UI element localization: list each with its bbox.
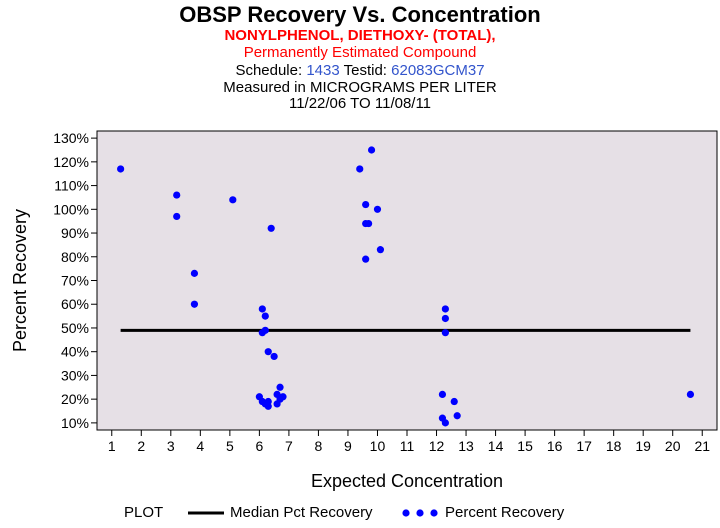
date-range: 11/22/06 TO 11/08/11	[288, 95, 432, 112]
x-tick-label: 21	[694, 438, 710, 454]
y-tick-label: 80%	[61, 249, 89, 265]
data-point	[264, 348, 272, 356]
data-point	[376, 246, 385, 254]
x-tick-label: 6	[255, 438, 263, 454]
x-tick-label: 9	[344, 438, 352, 454]
y-tick-label: 50%	[61, 320, 89, 336]
x-tick-label: 20	[665, 438, 681, 454]
data-point	[441, 314, 449, 323]
legend-median-label: Median Pct Recovery	[230, 504, 373, 521]
x-tick-label: 8	[315, 438, 323, 454]
x-tick-label: 17	[576, 438, 592, 454]
y-tick-label: 60%	[61, 296, 89, 312]
data-point	[258, 305, 266, 313]
y-tick-label: 20%	[61, 391, 89, 407]
data-point	[362, 255, 370, 263]
measured-units: Measured in MICROGRAMS PER LITER	[223, 79, 497, 96]
data-point	[276, 383, 284, 391]
legend-median-swatch	[188, 511, 224, 515]
y-tick-label: 90%	[61, 225, 89, 241]
data-point	[229, 196, 237, 204]
x-tick-label: 14	[488, 438, 504, 454]
legend-points-label: Percent Recovery	[445, 504, 565, 521]
x-tick-label: 12	[429, 438, 445, 454]
schedule-value: 1433	[306, 62, 340, 79]
data-point	[441, 419, 449, 427]
x-tick-label: 11	[400, 438, 415, 454]
data-point	[365, 219, 373, 228]
y-tick-label: 40%	[61, 344, 89, 360]
x-tick-label: 16	[547, 438, 563, 454]
schedule-line: Schedule: 1433 Testid: 62083GCM37	[0, 62, 720, 79]
legend-points-swatch	[402, 509, 438, 517]
analyte-name: NONYLPHENOL, DIETHOXY- (TOTAL),	[224, 27, 496, 44]
data-point	[173, 191, 181, 199]
data-point	[362, 200, 370, 209]
data-point	[261, 326, 269, 334]
x-tick-label: 5	[226, 438, 234, 454]
testid-label: Testid:	[343, 62, 387, 79]
chart-title: OBSP Recovery Vs. Concentration	[179, 2, 541, 27]
y-axis-label: Percent Recovery	[10, 209, 30, 352]
data-point	[453, 412, 461, 420]
data-point	[190, 269, 199, 277]
data-point	[686, 390, 695, 399]
x-tick-label: 13	[458, 438, 474, 454]
y-tick-label: 120%	[53, 154, 89, 170]
y-tick-label: 30%	[61, 367, 89, 383]
data-point	[279, 393, 287, 401]
data-point	[373, 205, 382, 213]
data-point	[367, 146, 376, 154]
plot-area	[96, 130, 718, 431]
data-point	[356, 165, 364, 173]
x-tick-label: 1	[108, 438, 116, 454]
x-tick-label: 2	[137, 438, 145, 454]
data-point	[173, 212, 181, 221]
x-tick-label: 18	[606, 438, 622, 454]
x-tick-label: 10	[370, 438, 386, 454]
y-tick-label: 70%	[61, 273, 89, 289]
y-tick-label: 110%	[54, 178, 89, 194]
data-point	[450, 397, 458, 406]
x-tick-label: 15	[517, 438, 533, 454]
data-point	[267, 224, 275, 232]
data-point	[270, 352, 278, 361]
y-tick-label: 100%	[53, 201, 89, 217]
x-tick-label: 7	[285, 438, 293, 454]
y-tick-label: 10%	[61, 415, 89, 431]
data-point	[438, 390, 447, 399]
schedule-label: Schedule:	[235, 62, 303, 79]
x-tick-label: 19	[635, 438, 651, 454]
data-point	[264, 397, 272, 406]
data-point	[117, 165, 125, 173]
legend-plot-label: PLOT	[124, 504, 164, 521]
data-point	[441, 305, 449, 313]
x-tick-label: 3	[167, 438, 175, 454]
data-point	[261, 312, 269, 320]
data-point	[441, 329, 449, 337]
x-axis-label: Expected Concentration	[311, 471, 503, 491]
compound-note: Permanently Estimated Compound	[243, 44, 477, 61]
data-point	[190, 300, 199, 308]
testid-value: 62083GCM37	[391, 62, 485, 79]
y-tick-label: 130%	[53, 130, 89, 146]
x-tick-label: 4	[196, 438, 204, 454]
